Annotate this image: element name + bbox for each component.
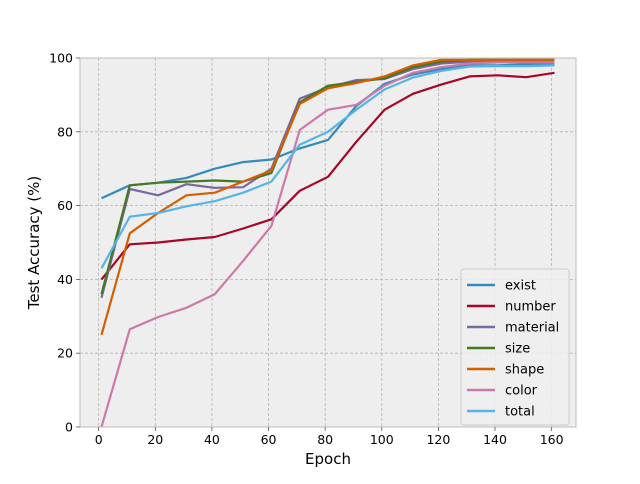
x-tick-label: 60 [261,432,277,447]
x-tick-label: 160 [540,432,564,447]
legend-label-total: total [505,405,535,420]
x-tick-label: 0 [95,432,103,447]
y-axis-label: Test Accuracy (%) [25,176,43,311]
y-tick-label: 100 [49,51,73,66]
legend: exist number material size shape color total [460,268,570,426]
series-line-total [100,64,555,269]
x-tick-label: 20 [147,432,163,447]
series-line-number [100,71,555,281]
legend-label-exist: exist [505,279,536,294]
y-tick-label: 40 [57,272,73,287]
x-tick-label: 140 [483,432,507,447]
y-tick-label: 80 [57,124,73,139]
y-tick-label: 0 [65,420,73,435]
x-tick-label: 80 [317,432,333,447]
legend-box [460,268,570,426]
series-line-shape [100,58,555,336]
x-tick-label: 40 [204,432,220,447]
series-line-color [100,61,555,428]
axes: 0 20 40 60 80 100 120 140 160 0 20 40 60 80 100 [49,51,563,448]
series-lines [100,58,555,428]
legend-label-shape: shape [505,363,544,378]
legend-label-number: number [505,300,556,315]
x-axis-label: Epoch [305,450,351,468]
y-tick-label: 20 [57,346,73,361]
x-tick-label: 120 [426,432,450,447]
x-tick-label: 100 [370,432,394,447]
plot-frame [79,57,577,428]
y-tick-label: 60 [57,198,73,213]
legend-label-size: size [505,342,530,357]
legend-label-color: color [505,384,538,399]
legend-label-material: material [505,321,559,336]
